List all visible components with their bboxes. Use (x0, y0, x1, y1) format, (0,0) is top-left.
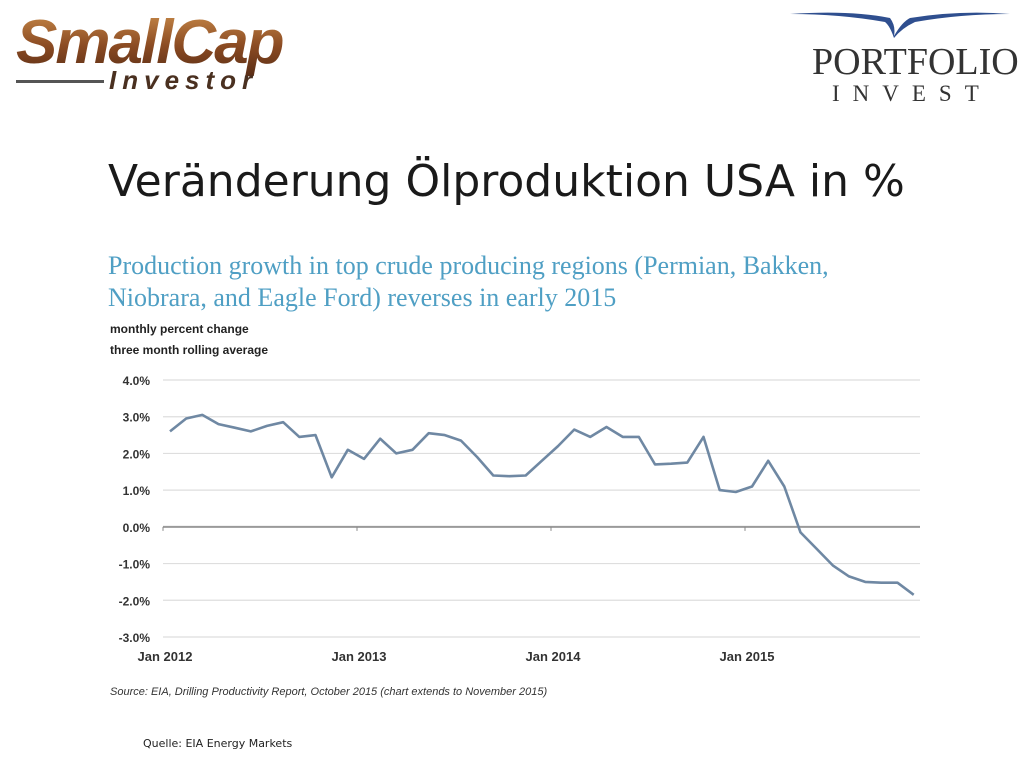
chart-title-line-1: Production growth in top crude producing… (108, 251, 829, 280)
slide-title: Veränderung Ölproduktion USA in % (108, 156, 905, 207)
chart-title-line-2: Niobrara, and Eagle Ford) reverses in ea… (108, 283, 617, 312)
x-tick-label: Jan 2012 (138, 649, 193, 664)
logo-main-text: SmallCap (16, 8, 285, 77)
chart-title: Production growth in top crude producing… (108, 250, 968, 314)
portfolio-invest-logo: PORTFOLIO INVEST (790, 8, 1019, 108)
logo-name: PORTFOLIO (812, 41, 1019, 83)
slide-source: Quelle: EIA Energy Markets (143, 737, 293, 750)
y-tick-label: 4.0% (123, 374, 151, 388)
x-tick-label: Jan 2014 (526, 649, 582, 664)
y-tick-label: -3.0% (119, 631, 151, 645)
logo-sub: INVEST (832, 81, 992, 106)
y-tick-label: 2.0% (123, 447, 151, 461)
y-tick-label: 0.0% (123, 521, 151, 535)
chart-source: Source: EIA, Drilling Productivity Repor… (110, 686, 548, 698)
y-tick-label: 1.0% (123, 484, 151, 498)
x-tick-label: Jan 2015 (720, 649, 775, 664)
y-tick-label: -1.0% (119, 558, 151, 572)
chart-subtitle-2: three month rolling average (110, 343, 269, 357)
chart-subtitle-1: monthly percent change (110, 322, 249, 336)
x-tick-label: Jan 2013 (332, 649, 387, 664)
data-series-line (169, 413, 915, 596)
y-tick-label: 3.0% (123, 411, 151, 425)
y-tick-label: -2.0% (119, 594, 151, 608)
bird-wing-icon (790, 12, 1010, 38)
smallcap-investor-logo: SmallCap Investor (14, 8, 285, 95)
line-chart: 4.0% 3.0% 2.0% 1.0% 0.0% -1.0% -2.0% -3.0% Jan 2… (119, 374, 920, 664)
logo-sub-text: Investor (109, 65, 259, 95)
logo-rule (16, 80, 104, 83)
